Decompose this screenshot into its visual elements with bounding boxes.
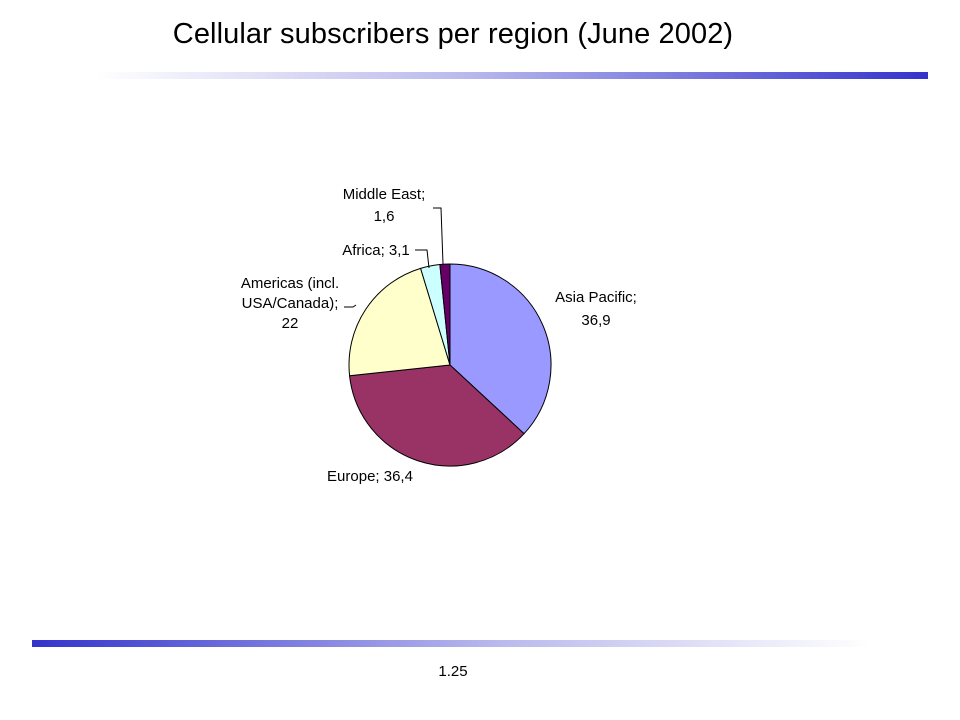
slide-title: Cellular subscribers per region (June 20… [172,18,734,50]
pie-slice-middle-east [439,263,451,366]
leader-line-americas-incl-usa-canada [344,304,357,308]
data-label-line: 1,6 [374,208,395,225]
leader-lines [344,207,444,308]
pie-slice-asia-pacific [449,263,552,435]
data-label-line: Europe; 36,4 [327,468,413,485]
data-labels: Asia Pacific; 36,9 Europe; 36,4 Americas (i… [241,186,637,485]
data-label-line: Asia Pacific; [555,289,637,306]
data-label-africa: Africa; 3,1 [342,242,410,259]
pie-slice-americas-incl-usa-canada [348,267,451,377]
data-label-line: 36,9 [581,312,610,329]
data-label-line: Africa; 3,1 [342,242,410,259]
data-label-line: Americas (incl. [241,275,339,292]
pie-slice-europe [349,364,525,467]
data-label-line: Middle East; [343,186,426,203]
data-label-europe: Europe; 36,4 [327,468,413,485]
data-label-line: 22 [282,315,299,332]
leader-line-africa [415,249,430,269]
data-label-middle-east: Middle East; 1,6 [343,186,426,225]
title-rule [96,72,928,79]
data-label-line: USA/Canada); [242,295,339,312]
data-label-asia-pacific: Asia Pacific; 36,9 [555,289,637,329]
footer-rule [32,640,870,647]
leader-line-middle-east [433,207,444,265]
pie-slices [348,263,552,467]
page-number: 1.25 [438,663,468,680]
data-label-americas-incl-usa-canada: Americas (incl. USA/Canada); 22 [241,275,339,332]
